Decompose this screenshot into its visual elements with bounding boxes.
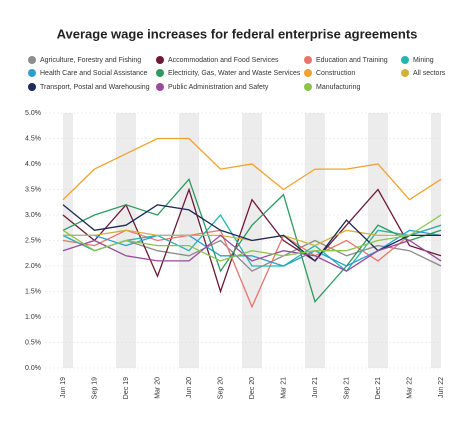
legend-swatch	[28, 56, 36, 64]
y-tick-label: 0.5%	[25, 339, 41, 346]
band	[431, 113, 441, 368]
y-tick-label: 1.5%	[25, 288, 41, 295]
series-line	[62, 214, 442, 262]
y-tick-label: 3.5%	[25, 186, 41, 193]
series-line	[62, 234, 442, 272]
legend-label: Transport, Postal and Warehousing	[40, 84, 150, 91]
legend-label: All sectors	[413, 70, 446, 77]
legend-label: Construction	[316, 70, 355, 77]
legend-swatch	[401, 69, 409, 77]
x-tick-label: Mar 22	[406, 377, 413, 399]
x-tick-label: Sep 21	[343, 377, 350, 399]
y-tick-label: 4.5%	[25, 135, 41, 142]
x-tick-label: Mar 21	[280, 377, 287, 399]
legend-label: Electricity, Gas, Water and Waste Servic…	[168, 70, 301, 77]
x-tick-label: Dec 20	[249, 377, 256, 399]
y-tick-label: 4.0%	[25, 161, 41, 168]
x-tick-label: Jun 22	[438, 377, 445, 398]
y-tick-label: 2.0%	[25, 263, 41, 270]
legend-swatch	[304, 83, 312, 91]
legend-swatch	[304, 69, 312, 77]
legend-swatch	[304, 56, 312, 64]
legend-swatch	[28, 83, 36, 91]
x-tick-label: Jun 19	[60, 377, 67, 398]
y-tick-label: 3.0%	[25, 212, 41, 219]
x-tick-label: Sep 19	[91, 377, 98, 399]
x-tick-label: Dec 21	[375, 377, 382, 399]
y-tick-label: 5.0%	[25, 110, 41, 117]
legend-label: Public Administration and Safety	[168, 84, 269, 91]
y-tick-label: 0.0%	[25, 365, 41, 372]
legend-label: Manufacturing	[316, 84, 360, 91]
band	[63, 113, 73, 368]
x-tick-label: Jun 20	[186, 377, 193, 398]
y-tick-label: 1.0%	[25, 314, 41, 321]
legend-swatch	[401, 56, 409, 64]
legend-swatch	[156, 56, 164, 64]
x-tick-label: Sep 20	[217, 377, 224, 399]
series-line	[62, 178, 442, 304]
x-tick-label: Dec 19	[123, 377, 130, 399]
legend-swatch	[28, 69, 36, 77]
legend-label: Mining	[413, 57, 434, 64]
x-tick-label: Mar 20	[154, 377, 161, 399]
legend-swatch	[156, 69, 164, 77]
legend-swatch	[156, 83, 164, 91]
legend-label: Agriculture, Forestry and Fishing	[40, 57, 141, 64]
legend-label: Education and Training	[316, 57, 388, 64]
chart-title: Average wage increases for federal enter…	[57, 26, 418, 41]
legend-label: Health Care and Social Assistance	[40, 70, 147, 77]
series-line	[62, 137, 442, 201]
x-tick-label: Jun 21	[312, 377, 319, 398]
legend-label: Accommodation and Food Services	[168, 57, 279, 64]
y-tick-label: 2.5%	[25, 237, 41, 244]
